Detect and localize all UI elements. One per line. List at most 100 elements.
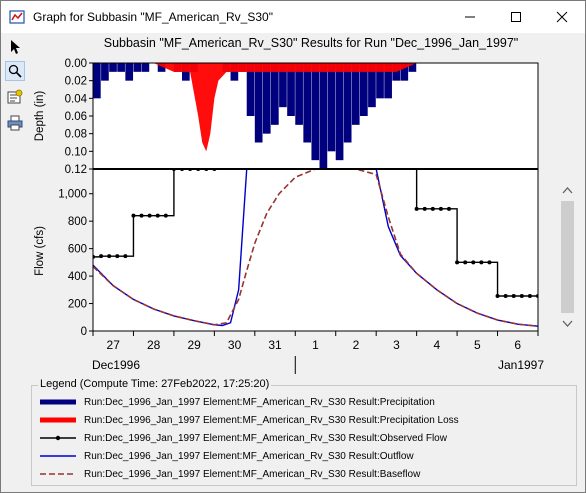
observed-flow-line [93, 169, 538, 297]
scroll-up-arrow-icon[interactable] [562, 187, 573, 194]
legend-label-observed-flow: Run:Dec_1996_Jan_1997 Element:MF_America… [84, 432, 447, 444]
flow-tick-label: 200 [68, 299, 87, 311]
observed-flow-marker [123, 254, 128, 259]
observed-flow-marker [139, 213, 144, 218]
minimize-button[interactable] [447, 1, 493, 33]
maximize-button[interactable] [493, 1, 539, 33]
depth-tick-label: 0.04 [65, 93, 88, 105]
hydrograph-chart: Subbasin "MF_American_Rv_S30" Results fo… [34, 36, 544, 374]
flow-tick-label: 0 [81, 326, 87, 338]
observed-flow-marker [155, 213, 160, 218]
observed-flow-marker [430, 206, 435, 211]
x-tick-label: 2 [353, 338, 360, 352]
window-title: Graph for Subbasin "MF_American_Rv_S30" [33, 10, 273, 24]
depth-axis-label: Depth (in) [34, 91, 46, 142]
observed-flow-marker [115, 254, 120, 259]
legend-swatch-outflow [40, 455, 76, 457]
precipitation-bar [335, 63, 344, 161]
legend-item-precipitation-loss: Run:Dec_1996_Jan_1997 Element:MF_America… [40, 412, 459, 428]
x-tick-label: 29 [187, 338, 201, 352]
precipitation-bar [279, 63, 287, 108]
precipitation-bar [319, 63, 328, 169]
properties-tool-button[interactable] [5, 87, 25, 107]
observed-flow-marker [511, 293, 516, 298]
legend-item-precipitation: Run:Dec_1996_Jan_1997 Element:MF_America… [40, 394, 435, 410]
flow-plot-area [92, 168, 539, 332]
precipitation-bar [101, 63, 109, 81]
precipitation-bar [271, 63, 279, 125]
print-tool-button[interactable] [5, 113, 25, 133]
close-button[interactable] [539, 1, 585, 33]
precipitation-bar [141, 63, 150, 72]
x-tick-label: 28 [147, 338, 161, 352]
x-tick-label: 3 [393, 338, 400, 352]
legend-swatch-baseflow [40, 473, 76, 475]
legend-swatch-precipitation-loss [40, 417, 76, 423]
flow-axis-label: Flow (cfs) [34, 226, 46, 276]
observed-flow-marker [447, 206, 451, 211]
x-tick-label: 4 [434, 338, 441, 352]
pointer-arrow-icon [11, 40, 20, 54]
scrollbar-thumb[interactable] [561, 201, 574, 313]
legend-item-outflow: Run:Dec_1996_Jan_1997 Element:MF_America… [40, 448, 414, 464]
flow-tick-label: 400 [68, 271, 87, 283]
x-group-label-dec1996: Dec1996 [92, 358, 140, 372]
legend-title: Legend (Compute Time: 27Feb2022, 17:25:2… [38, 378, 272, 390]
flow-series-layer [93, 169, 538, 327]
flow-tick-label: 1,000 [58, 189, 87, 201]
observed-flow-marker [107, 254, 112, 259]
precipitation-bar [368, 63, 376, 108]
observed-flow-marker [131, 213, 136, 218]
precipitation-bar [400, 63, 409, 81]
legend-label-outflow: Run:Dec_1996_Jan_1997 Element:MF_America… [84, 450, 414, 462]
scroll-down-arrow-icon[interactable] [562, 320, 573, 327]
pointer-tool-button[interactable] [5, 37, 25, 57]
title-bar[interactable]: Graph for Subbasin "MF_American_Rv_S30" [1, 1, 585, 33]
x-tick-label: 30 [228, 338, 242, 352]
chart-area: Subbasin "MF_American_Rv_S30" Results fo… [29, 33, 559, 379]
depth-tick-label: 0.08 [65, 129, 87, 141]
observed-flow-marker [422, 206, 427, 211]
observed-flow-marker [495, 293, 500, 298]
precipitation-bar [295, 63, 303, 125]
precipitation-bar [376, 63, 384, 99]
legend-item-observed-flow: Run:Dec_1996_Jan_1997 Element:MF_America… [40, 430, 447, 446]
observed-flow-marker [463, 260, 468, 265]
precipitation-bar [246, 63, 255, 116]
maximize-icon [511, 12, 521, 22]
legend-label-precipitation: Run:Dec_1996_Jan_1997 Element:MF_America… [84, 396, 435, 408]
precipitation-bar [133, 63, 142, 72]
depth-tick-label: 0.00 [65, 58, 87, 70]
precipitation-bar [125, 63, 134, 81]
x-tick-label: 31 [268, 338, 282, 352]
legend-item-baseflow: Run:Dec_1996_Jan_1997 Element:MF_America… [40, 466, 420, 482]
flow-tick-label: 600 [68, 244, 87, 256]
zoom-tool-button[interactable] [5, 61, 25, 81]
print-icon [7, 115, 23, 131]
x-group-label-jan1997: Jan1997 [498, 358, 544, 372]
app-graph-icon [9, 10, 25, 24]
observed-flow-marker [99, 254, 104, 259]
observed-flow-marker [487, 260, 492, 265]
legend-swatch-precipitation [40, 399, 76, 405]
vertical-scrollbar[interactable] [559, 183, 576, 331]
precipitation-bar [311, 63, 320, 161]
precipitation-bar [287, 63, 295, 116]
depth-series-layer [93, 63, 538, 169]
precipitation-bar [157, 63, 166, 72]
x-tick-label: 27 [107, 338, 121, 352]
precipitation-bar [254, 63, 263, 143]
precipitation-loss-area [93, 63, 538, 152]
baseflow-line [93, 169, 538, 327]
axis-layer: 0.00 0.02 0.04 0.06 0.08 0.10 0.12 0 200 400 600 80… [58, 58, 539, 374]
legend-swatch-observed-flow [40, 435, 76, 441]
minimize-icon [465, 16, 475, 18]
depth-tick-label: 0.02 [65, 76, 87, 88]
flow-tick-label: 800 [68, 216, 87, 228]
legend-box: Legend (Compute Time: 27Feb2022, 17:25:2… [31, 378, 577, 486]
legend-label-baseflow: Run:Dec_1996_Jan_1997 Element:MF_America… [84, 468, 421, 480]
zoom-magnifier-icon [8, 64, 22, 78]
precipitation-bar [360, 63, 368, 116]
precipitation-bar [408, 63, 417, 72]
